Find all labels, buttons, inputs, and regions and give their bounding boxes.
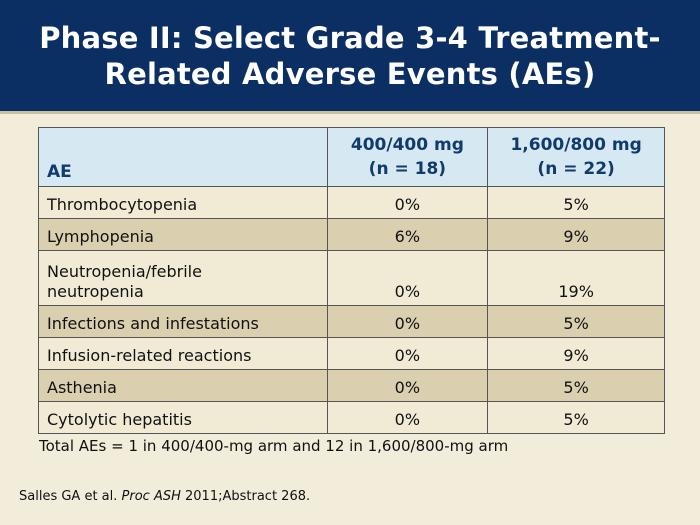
slide-title-line-1: Phase II: Select Grade 3-4 Treatment- [39,20,661,55]
ae-name: Asthenia [38,369,328,402]
header-arm-1600: 1,600/800 mg (n = 22) [487,127,665,187]
ae-name: Infections and infestations [38,305,328,338]
citation: Salles GA et al. Proc ASH 2011;Abstract … [19,489,310,504]
slide-title: Phase II: Select Grade 3-4 Treatment- Re… [39,20,661,92]
arm-1600-value: 9% [487,337,665,370]
arm-1600-value: 9% [487,218,665,251]
table-row: Cytolytic hepatitis 0% 5% [38,401,665,434]
ae-name: Infusion-related reactions [38,337,328,370]
table-row: Infections and infestations 0% 5% [38,305,665,338]
slide-title-line-2: Related Adverse Events (AEs) [104,56,596,91]
adverse-events-table: AE 400/400 mg (n = 18) 1,600/800 mg (n =… [38,127,665,434]
header-arm-1600-n: (n = 22) [537,159,615,179]
arm-1600-value: 5% [487,369,665,402]
header-arm-400-dose: 400/400 mg [350,135,464,155]
arm-400-value: 0% [326,369,489,402]
arm-1600-value: 5% [487,186,665,219]
arm-1600-value: 19% [487,250,665,306]
arm-1600-value: 5% [487,305,665,338]
header-arm-400: 400/400 mg (n = 18) [326,127,489,187]
header-ae: AE [38,127,328,187]
citation-authors: Salles GA et al. [19,489,118,504]
header-arm-400-n: (n = 18) [368,159,447,179]
ae-name-line-2: neutropenia [47,282,144,301]
arm-400-value: 0% [326,337,489,370]
table-row: Lymphopenia 6% 9% [38,218,665,251]
table-row: Infusion-related reactions 0% 9% [38,337,665,370]
header-arm-1600-dose: 1,600/800 mg [510,135,642,155]
ae-name: Neutropenia/febrile neutropenia [38,250,328,306]
ae-name-line-1: Neutropenia/febrile [47,262,202,281]
citation-details: 2011;Abstract 268. [185,489,311,504]
ae-name: Lymphopenia [38,218,328,251]
table-header-row: AE 400/400 mg (n = 18) 1,600/800 mg (n =… [38,127,665,187]
arm-400-value: 0% [326,305,489,338]
arm-400-value: 0% [326,186,489,219]
arm-400-value: 0% [326,250,489,306]
total-aes-note: Total AEs = 1 in 400/400-mg arm and 12 i… [39,437,509,455]
ae-name: Thrombocytopenia [38,186,328,219]
table-row: Neutropenia/febrile neutropenia 0% 19% [38,250,665,306]
citation-journal: Proc ASH [121,489,181,504]
arm-400-value: 0% [326,401,489,434]
table-row: Asthenia 0% 5% [38,369,665,402]
arm-1600-value: 5% [487,401,665,434]
header-divider [0,111,700,114]
table-row: Thrombocytopenia 0% 5% [38,186,665,219]
slide-header: Phase II: Select Grade 3-4 Treatment- Re… [0,0,700,111]
ae-name: Cytolytic hepatitis [38,401,328,434]
arm-400-value: 6% [326,218,489,251]
